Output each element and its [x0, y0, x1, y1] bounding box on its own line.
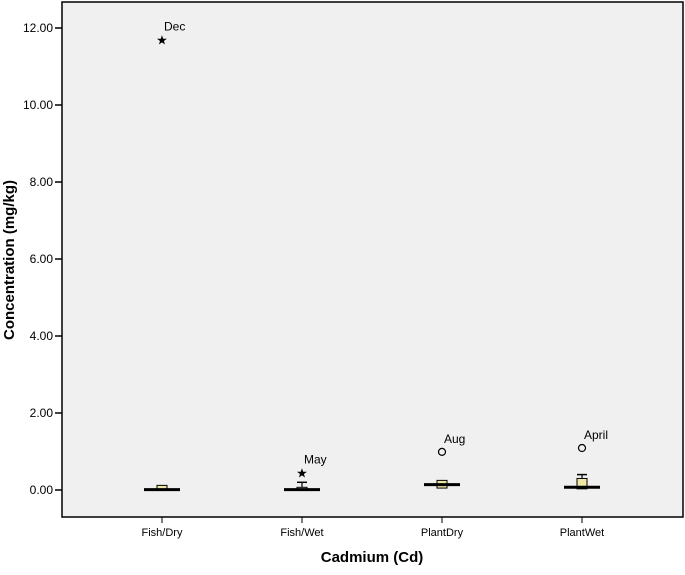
y-tick-label: 12.00: [23, 21, 53, 35]
y-tick-label: 6.00: [30, 252, 54, 266]
outlier-star: ★: [156, 33, 168, 48]
plot-area: [61, 1, 684, 518]
x-tick-label: Fish/Wet: [280, 527, 323, 539]
outlier-label: May: [304, 452, 327, 466]
y-axis: 0.00 2.00 4.00 6.00 8.00 10.00 12.00: [23, 21, 62, 497]
x-axis: Fish/Dry Fish/Wet PlantDry PlantWet: [142, 517, 604, 539]
x-tick-label: PlantWet: [560, 527, 604, 539]
box: [576, 477, 588, 490]
outlier-circle: [437, 447, 447, 456]
box-plantdry: [424, 479, 460, 489]
outlier-star: ★: [296, 465, 308, 480]
x-tick-label: Fish/Dry: [142, 527, 183, 539]
box-fish-dry: [144, 484, 180, 492]
outlier-circle: [577, 443, 587, 453]
y-tick-label: 10.00: [23, 98, 53, 112]
y-tick-label: 8.00: [30, 175, 54, 189]
y-tick-label: 2.00: [30, 406, 54, 420]
outlier-label: Aug: [444, 432, 465, 446]
x-tick-label: PlantDry: [421, 527, 464, 539]
box-plantwet: [564, 473, 600, 490]
outlier-label: Dec: [164, 20, 185, 34]
y-tick-label: 4.00: [30, 329, 54, 343]
x-axis-label: Cadmium (Cd): [321, 549, 424, 566]
y-axis-label: Concentration (mg/kg): [1, 180, 18, 340]
box-fish-wet: [284, 481, 320, 492]
outlier-label: April: [584, 428, 608, 442]
y-tick-label: 0.00: [30, 483, 54, 497]
